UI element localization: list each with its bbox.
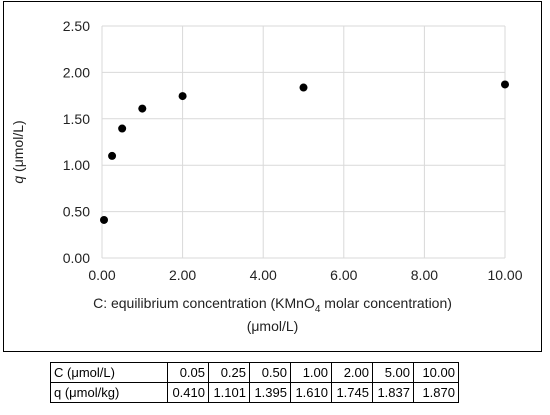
x-tick-label: 0.00 bbox=[88, 267, 115, 283]
y-tick-label: 2.50 bbox=[63, 18, 90, 34]
table-cell: 2.00 bbox=[331, 362, 373, 383]
y-tick-label: 2.00 bbox=[63, 64, 90, 80]
x-tick-label: 8.00 bbox=[411, 267, 438, 283]
table-cell: 1.610 bbox=[290, 382, 332, 403]
x-axis-label-units: (μmol/L) bbox=[246, 318, 299, 334]
table-cell: 5.00 bbox=[372, 362, 414, 383]
x-tick-label: 2.00 bbox=[169, 267, 196, 283]
y-tick-label: 1.00 bbox=[63, 157, 90, 173]
y-axis-label-unit: (μmol/L) bbox=[10, 120, 26, 176]
table-cell: 1.870 bbox=[413, 382, 459, 403]
y-tick-label: 1.50 bbox=[63, 111, 90, 127]
row-header: q (μmol/kg) bbox=[50, 382, 168, 403]
table-row-concentration: C (μmol/L) 0.05 0.25 0.50 1.00 2.00 5.00… bbox=[50, 362, 459, 383]
data-point bbox=[299, 83, 308, 92]
x-tick-label: 6.00 bbox=[330, 267, 357, 283]
scatter-plot: 0.00 2.00 4.00 6.00 8.00 10.00 0.00 0.50 1.00 1.5… bbox=[63, 18, 523, 283]
x-axis-label-part2: molar concentration) bbox=[320, 295, 452, 311]
x-axis-label-subscript: 4 bbox=[314, 303, 321, 315]
table-cell: 0.05 bbox=[167, 362, 209, 383]
data-point bbox=[118, 124, 127, 133]
row-header: C (μmol/L) bbox=[50, 362, 168, 383]
data-point bbox=[138, 104, 147, 113]
data-point bbox=[108, 151, 117, 160]
x-axis-label-part1: C: equilibrium concentration (KMnO bbox=[93, 295, 315, 311]
y-tick-label: 0.00 bbox=[63, 250, 90, 266]
table-cell: 1.101 bbox=[208, 382, 250, 403]
table-cell: 1.00 bbox=[290, 362, 332, 383]
table-cell: 10.00 bbox=[413, 362, 459, 383]
table-cell: 0.410 bbox=[167, 382, 209, 403]
data-point bbox=[501, 80, 509, 89]
x-tick-label: 10.00 bbox=[487, 267, 522, 283]
table-cell: 0.50 bbox=[249, 362, 291, 383]
table-cell: 1.395 bbox=[249, 382, 291, 403]
table-row-adsorption: q (μmol/kg) 0.410 1.101 1.395 1.610 1.74… bbox=[50, 382, 459, 403]
table-cell: 0.25 bbox=[208, 362, 250, 383]
table-cell: 1.837 bbox=[372, 382, 414, 403]
data-table: C (μmol/L) 0.05 0.25 0.50 1.00 2.00 5.00… bbox=[50, 362, 459, 403]
chart-area: 0.00 2.00 4.00 6.00 8.00 10.00 0.00 0.50 1.00 1.5… bbox=[3, 1, 542, 352]
y-axis-label: q (μmol/L) bbox=[10, 120, 26, 183]
data-point bbox=[100, 215, 109, 224]
y-tick-label: 0.50 bbox=[63, 204, 90, 220]
table-cell: 1.745 bbox=[331, 382, 373, 403]
x-tick-label: 4.00 bbox=[250, 267, 277, 283]
x-axis-label: C: equilibrium concentration (KMnO4 mola… bbox=[4, 295, 541, 315]
y-axis-label-symbol: q bbox=[10, 175, 26, 184]
data-point bbox=[178, 92, 187, 101]
